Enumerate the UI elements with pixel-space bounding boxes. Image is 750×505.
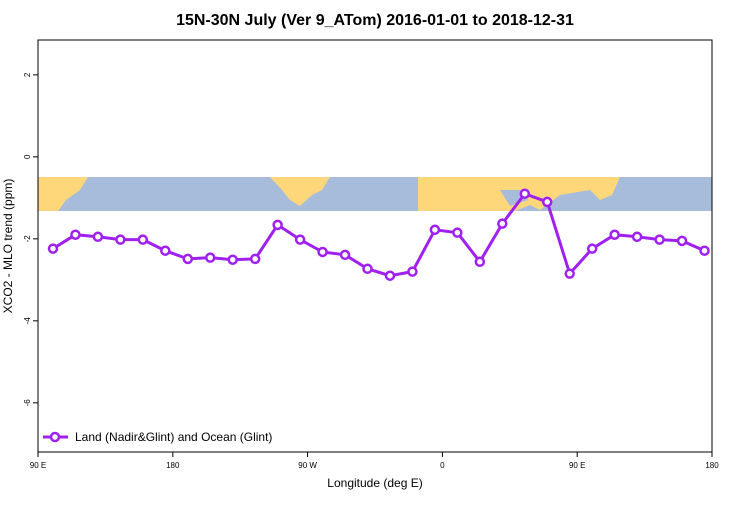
x-axis-label: Longitude (deg E) <box>327 476 422 490</box>
data-point <box>452 227 463 238</box>
data-point <box>272 219 283 231</box>
chart-title: 15N-30N July (Ver 9_ATom) 2016-01-01 to … <box>176 12 574 29</box>
legend-marker <box>49 431 61 443</box>
data-point <box>654 234 665 245</box>
y-tick-label: -6 <box>23 399 32 407</box>
data-point <box>384 270 396 281</box>
y-axis-label: XCO2 - MLO trend (ppm) <box>1 179 15 314</box>
x-tick-label: 90 E <box>30 461 46 470</box>
x-tick-label: 90 W <box>298 461 317 470</box>
data-point <box>294 234 306 245</box>
map-band <box>38 177 712 211</box>
data-point <box>47 243 59 254</box>
data-point <box>115 234 126 245</box>
data-point <box>227 254 238 265</box>
data-point <box>339 249 351 261</box>
data-point <box>631 231 643 243</box>
x-tick-label: 180 <box>166 461 180 470</box>
x-tick-label: 90 E <box>569 461 585 470</box>
data-point <box>564 268 575 279</box>
data-point <box>429 224 441 236</box>
data-point <box>362 263 373 275</box>
data-point <box>586 243 598 254</box>
data-point <box>137 234 149 245</box>
data-point <box>70 229 81 240</box>
data-point <box>317 246 328 258</box>
data-point <box>699 245 710 256</box>
data-point <box>204 252 216 263</box>
y-tick-label: 0 <box>23 154 32 159</box>
data-point <box>407 266 418 277</box>
data-point <box>160 245 171 256</box>
data-point <box>541 196 553 208</box>
legend-label: Land (Nadir&Glint) and Ocean (Glint) <box>75 430 272 444</box>
data-point <box>676 235 688 247</box>
data-point <box>519 188 531 199</box>
y-tick-label: -4 <box>23 317 32 325</box>
y-tick-label: -2 <box>23 235 32 243</box>
data-point <box>609 229 620 240</box>
plot-frame <box>37 39 713 453</box>
y-tick-label: 2 <box>23 72 32 77</box>
data-point <box>92 231 104 243</box>
data-point <box>249 253 261 265</box>
x-tick-label: 180 <box>705 461 719 470</box>
x-tick-label: 0 <box>440 461 445 470</box>
data-point <box>497 218 508 229</box>
data-point <box>182 253 194 265</box>
data-point <box>474 256 486 268</box>
